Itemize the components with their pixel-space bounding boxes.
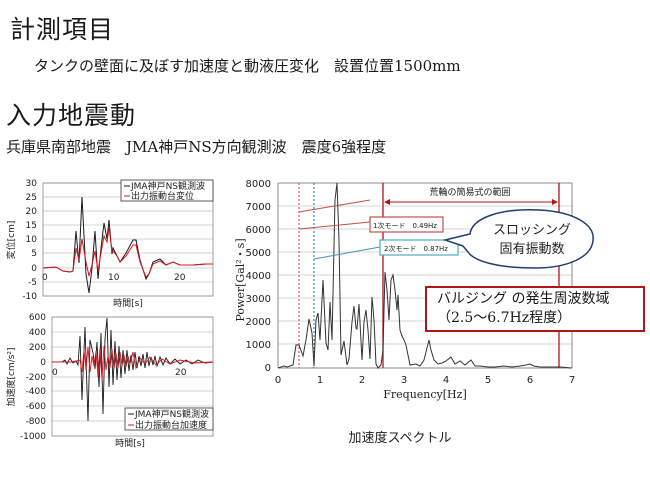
input-motion-description: 兵庫県南部地震 JMA神戸NS方向観測波 震度6強程度 bbox=[6, 138, 387, 156]
svg-text:400: 400 bbox=[29, 328, 46, 338]
svg-text:2000: 2000 bbox=[246, 317, 271, 328]
svg-text:0: 0 bbox=[31, 264, 37, 274]
input-motion-title: 入力地震動 bbox=[6, 101, 137, 130]
displacement-chart: 30 25 20 15 10 5 0 -5 -10 0 10 20 JMA神戸N… bbox=[5, 179, 214, 308]
acceleration-ylabel: 加速度[cm/s²] bbox=[5, 347, 17, 406]
svg-text:7000: 7000 bbox=[246, 202, 271, 213]
svg-text:5: 5 bbox=[485, 375, 491, 386]
legend-output-accel: 出力振動台加速度 bbox=[135, 419, 207, 431]
spectrum-ylabel: Power[Gal²・s] bbox=[234, 238, 247, 321]
svg-text:6000: 6000 bbox=[246, 225, 271, 236]
svg-text:4000: 4000 bbox=[246, 271, 271, 282]
svg-text:-600: -600 bbox=[26, 402, 47, 412]
svg-text:4: 4 bbox=[443, 375, 449, 386]
measurement-title: 計測項目 bbox=[10, 15, 115, 44]
svg-text:-5: -5 bbox=[28, 278, 37, 288]
svg-text:30: 30 bbox=[26, 179, 38, 189]
legend-output-displacement: 出力振動台変位 bbox=[131, 190, 194, 202]
svg-text:3000: 3000 bbox=[246, 294, 271, 305]
svg-text:2: 2 bbox=[359, 375, 365, 386]
svg-text:3: 3 bbox=[401, 375, 407, 386]
sloshing-bubble bbox=[442, 209, 594, 269]
svg-text:10: 10 bbox=[108, 273, 120, 283]
measurement-description: タンクの壁面に及ぼす加速度と動液圧変化 設置位置1500mm bbox=[34, 57, 461, 75]
svg-text:8000: 8000 bbox=[246, 179, 271, 190]
svg-text:7: 7 bbox=[569, 375, 575, 386]
range-label: 荒輪の簡易式の範囲 bbox=[429, 186, 510, 198]
svg-text:6: 6 bbox=[527, 375, 533, 386]
svg-text:-10: -10 bbox=[22, 292, 37, 302]
svg-text:1: 1 bbox=[317, 375, 323, 386]
svg-text:200: 200 bbox=[29, 343, 46, 353]
mode1-callout bbox=[369, 216, 444, 233]
svg-text:0: 0 bbox=[42, 273, 48, 283]
mode1-label: 1次モード 0.49Hz bbox=[373, 221, 437, 230]
acceleration-xlabel: 時間[s] bbox=[115, 438, 145, 448]
displacement-xlabel: 時間[s] bbox=[113, 298, 143, 308]
svg-text:-1000: -1000 bbox=[20, 432, 46, 442]
spectrum-caption: 加速度スペクトル bbox=[348, 430, 451, 446]
bulging-note: バルジング の発生周波数域 （2.5〜6.7Hz程度） bbox=[425, 286, 645, 332]
svg-text:-200: -200 bbox=[26, 373, 47, 383]
sloshing-line2: 固有振動数 bbox=[499, 242, 564, 257]
svg-text:600: 600 bbox=[29, 313, 46, 323]
svg-text:1000: 1000 bbox=[246, 340, 271, 351]
svg-text:0: 0 bbox=[275, 375, 281, 386]
spectrum-chart: 8000 7000 6000 5000 4000 3000 2000 1000 … bbox=[234, 179, 594, 446]
legend-observed: JMA神戸NS観測波 bbox=[130, 180, 205, 192]
svg-text:-400: -400 bbox=[26, 387, 47, 397]
spectrum-xlabel: Frequency[Hz] bbox=[383, 388, 466, 401]
svg-text:0: 0 bbox=[265, 363, 271, 374]
mode2-label: 2次モード 0.87Hz bbox=[384, 244, 448, 253]
svg-text:15: 15 bbox=[26, 221, 37, 231]
svg-text:0: 0 bbox=[52, 368, 58, 378]
bulging-note-line1: バルジング の発生周波数域 bbox=[437, 291, 610, 307]
svg-text:5000: 5000 bbox=[246, 248, 271, 259]
sloshing-line1: スロッシング bbox=[493, 223, 571, 238]
svg-text:20: 20 bbox=[26, 207, 38, 217]
displacement-ylabel: 変位[cm] bbox=[5, 221, 17, 260]
svg-text:0: 0 bbox=[40, 358, 46, 368]
svg-text:20: 20 bbox=[175, 368, 187, 378]
mode2-callout bbox=[379, 239, 459, 256]
bulging-note-line2: （2.5〜6.7Hz程度） bbox=[437, 310, 572, 326]
svg-text:25: 25 bbox=[26, 193, 37, 203]
svg-text:20: 20 bbox=[174, 273, 186, 283]
legend-observed-accel: JMA神戸NS観測波 bbox=[134, 408, 209, 420]
acceleration-chart: 600 400 200 0 -200 -400 -600 -800 -1000 … bbox=[5, 313, 214, 448]
svg-text:-800: -800 bbox=[26, 417, 47, 427]
svg-text:5: 5 bbox=[31, 249, 37, 259]
svg-text:10: 10 bbox=[26, 235, 38, 245]
